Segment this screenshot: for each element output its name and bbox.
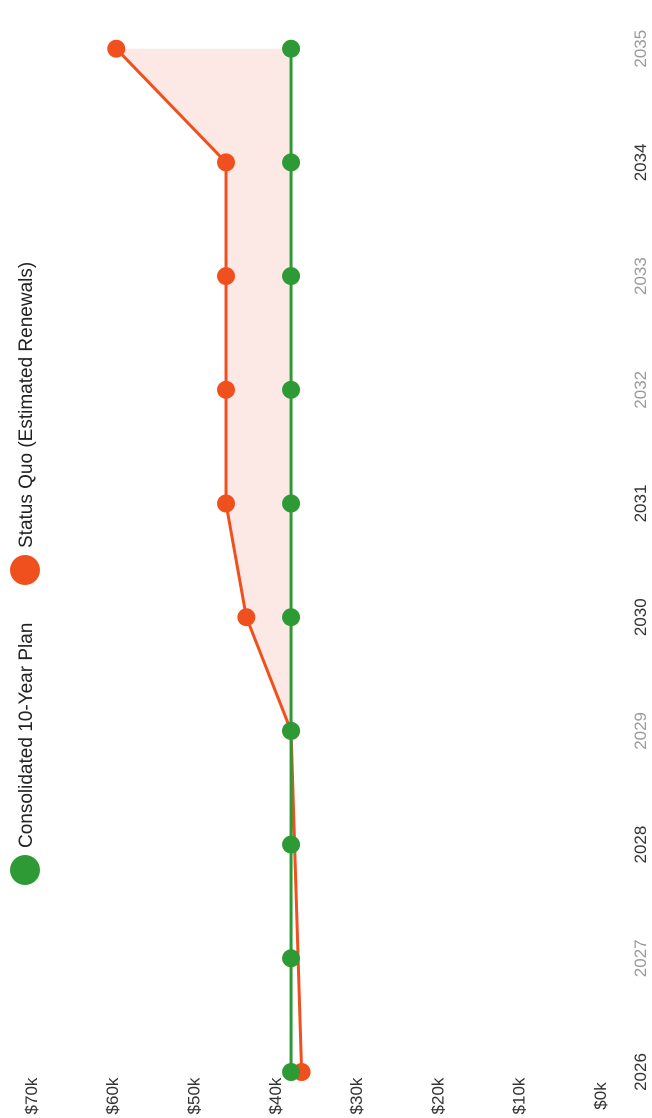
data-point-1-2035: [107, 39, 126, 58]
legend: Consolidated 10-Year Plan Status Quo (Es…: [10, 262, 40, 885]
legend-marker-status-quo: [10, 555, 40, 585]
y-tick-label: $20k: [428, 1077, 447, 1114]
y-axis-ticks: $0k $10k $20k $30k $40k $50k $60k $70k: [22, 1077, 610, 1114]
x-tick-label: 2029: [631, 712, 650, 750]
data-point-0-2028: [282, 835, 301, 854]
series-line-1: [115, 47, 304, 1073]
gap-shading: [116, 48, 292, 731]
series-0: [282, 39, 301, 1081]
data-point-0-2029: [282, 721, 301, 740]
y-tick-label: $70k: [22, 1077, 41, 1114]
x-tick-label: 2026: [631, 1053, 650, 1091]
x-tick-label: 2030: [631, 598, 650, 636]
y-tick-label: $50k: [185, 1077, 204, 1114]
data-point-0-2031: [282, 494, 301, 513]
data-point-0-2033: [282, 267, 301, 286]
data-point-1-2032: [217, 380, 236, 399]
series-layer: [107, 39, 311, 1081]
series-1: [107, 39, 311, 1081]
x-tick-label: 2027: [631, 939, 650, 977]
y-tick-label: $0k: [591, 1082, 610, 1110]
data-point-0-2026: [282, 1063, 301, 1081]
x-tick-label: 2028: [631, 826, 650, 864]
data-point-1-2033: [217, 267, 236, 286]
data-point-0-2030: [282, 608, 301, 627]
data-point-1-2031: [217, 494, 236, 513]
x-tick-label: 2031: [631, 485, 650, 523]
data-point-0-2034: [282, 153, 301, 172]
legend-marker-consolidated: [10, 855, 40, 885]
legend-label-status-quo: Status Quo (Estimated Renewals): [16, 262, 37, 548]
x-tick-label: 2033: [631, 257, 650, 295]
x-axis-ticks: 2026 2027 2028 2029 2030 2031 2032 2033 2034 2035: [631, 30, 650, 1091]
data-point-1-2034: [217, 153, 236, 172]
x-tick-label: 2034: [631, 143, 650, 181]
y-tick-label: $30k: [347, 1077, 366, 1114]
x-tick-label: 2032: [631, 371, 650, 409]
legend-label-consolidated: Consolidated 10-Year Plan: [16, 623, 37, 848]
data-point-1-2030: [237, 608, 256, 627]
x-tick-label: 2035: [631, 30, 650, 68]
data-point-0-2032: [282, 380, 301, 399]
y-tick-label: $60k: [103, 1077, 122, 1114]
data-point-0-2035: [282, 39, 301, 58]
y-tick-label: $40k: [266, 1077, 285, 1114]
y-tick-label: $10k: [510, 1077, 529, 1114]
plot-area: 2026 2027 2028 2029 2030 2031 2032 2033 2034 2035…: [22, 30, 650, 1115]
data-point-0-2027: [282, 949, 301, 968]
